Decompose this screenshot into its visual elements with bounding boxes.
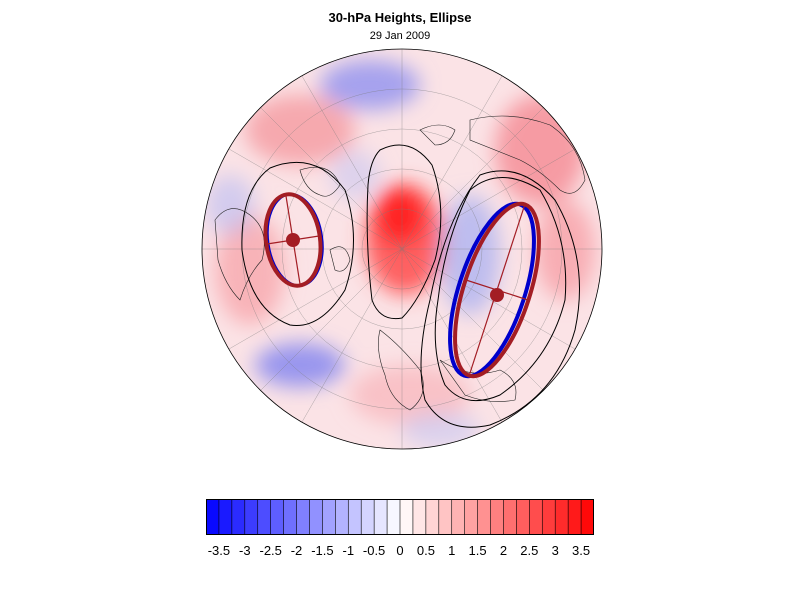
colorbar-tick-label: 0 — [396, 543, 404, 558]
map-date: 29 Jan 2009 — [369, 30, 431, 42]
colorbar-tick-label: -1.5 — [311, 543, 334, 558]
colorbar-swatch — [386, 499, 401, 535]
colorbar-swatch — [218, 499, 233, 535]
colorbar-tick-label: 1.5 — [468, 543, 487, 558]
colorbar-frame — [206, 499, 594, 535]
colorbar-tick-label: 3.5 — [572, 543, 591, 558]
map-title: 30-hPa Heights, Ellipse — [328, 10, 472, 25]
colorbar-swatch — [373, 499, 388, 535]
colorbar-tick-label: -1 — [342, 543, 355, 558]
anomaly-field — [202, 49, 602, 449]
colorbar-swatch — [309, 499, 324, 535]
colorbar-tick-label: 0.5 — [416, 543, 435, 558]
colorbar-swatch — [529, 499, 543, 535]
colorbar — [206, 499, 594, 535]
colorbar-swatch — [567, 499, 582, 535]
ellipse-center-marker — [286, 233, 300, 247]
colorbar-tick-label: -3.5 — [207, 543, 231, 558]
colorbar-swatch — [399, 499, 414, 535]
colorbar-tick-label: -2.5 — [259, 543, 282, 558]
colorbar-tick-label: -2 — [290, 543, 303, 558]
ellipse-east — [448, 201, 541, 379]
colorbar-swatch — [554, 499, 569, 535]
colorbar-tick-label: 1 — [448, 543, 456, 558]
ellipse-west — [263, 192, 324, 288]
colorbar-swatch — [347, 499, 362, 535]
colorbar-swatch — [464, 499, 479, 535]
colorbar-tick-label: -3 — [239, 543, 251, 558]
colorbar-swatch — [270, 499, 285, 535]
globe-outline — [201, 48, 603, 450]
colorbar-swatch — [296, 499, 311, 535]
colorbar-swatch — [425, 499, 440, 535]
colorbar-swatch — [231, 499, 246, 535]
colorbar-swatch — [412, 499, 427, 535]
colorbar-labels: -3.5 -3 -2.5 -2 -1.5 -1 -0.5 0 0.5 1 1.5 2 2.5 3 3.5 — [0, 543, 800, 563]
colorbar-swatch — [206, 499, 220, 535]
colorbar-tick-label: 2.5 — [520, 543, 539, 558]
colorbar-tick-label: -0.5 — [362, 543, 386, 558]
colorbar-tick-label: 2 — [499, 543, 508, 558]
colorbar-swatch — [360, 499, 375, 535]
ellipse-center-marker — [490, 288, 504, 302]
height-contours — [241, 144, 580, 428]
colorbar-tick-label: 3 — [551, 543, 559, 558]
colorbar-swatch — [257, 499, 272, 535]
colorbar-swatch — [477, 499, 492, 535]
colorbar-swatch — [580, 499, 594, 535]
colorbar-swatch — [244, 499, 259, 535]
colorbar-swatch — [490, 499, 505, 535]
coastlines — [214, 115, 586, 411]
colorbar-swatch — [335, 499, 349, 535]
colorbar-swatch — [283, 499, 298, 535]
colorbar-swatch — [516, 499, 530, 535]
colorbar-swatch — [541, 499, 556, 535]
colorbar-swatch — [503, 499, 518, 535]
colorbar-swatch — [438, 499, 453, 535]
graticule — [202, 49, 602, 449]
colorbar-swatch — [451, 499, 466, 535]
colorbar-swatch — [322, 499, 336, 535]
